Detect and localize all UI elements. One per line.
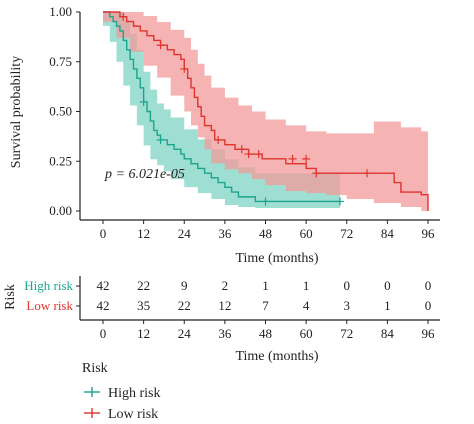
y-tick-label: 1.00 [49,4,72,19]
risk-count: 22 [178,298,191,313]
risk-count: 1 [384,298,391,313]
risk-count: 4 [303,298,310,313]
survival-plot: 0.00 0.25 0.50 0.75 1.00 0 12 24 36 48 60 72 84 96 S… [9,4,440,266]
risk-count: 9 [181,278,188,293]
x-tick-label: 24 [178,226,192,241]
x-tick-label: 36 [218,226,232,241]
censor-mark-low-risk [156,41,165,50]
censor-mark-low-risk [180,64,189,73]
censor-mark-low-risk [244,150,253,159]
risk-count: 35 [137,298,150,313]
censor-mark-high-risk [139,97,148,106]
survival-curve-high-risk [103,11,340,203]
legend-title: Risk [82,361,108,376]
risk-count: 42 [97,278,110,293]
risk-x-tick-label: 24 [178,326,192,341]
risk-count: 0 [344,278,351,293]
risk-table-x-title: Time (months) [235,349,318,364]
risk-x-tick-label: 36 [218,326,232,341]
censor-mark-high-risk [156,135,165,144]
censor-mark-high-risk [335,197,344,206]
risk-count: 2 [222,278,229,293]
x-tick-label: 60 [300,226,313,241]
y-tick-label: 0.25 [49,153,72,168]
x-tick-label: 12 [137,226,150,241]
ci-band-high-risk [103,12,340,209]
legend-label-high: High risk [108,386,161,401]
censor-mark-high-risk [261,197,270,206]
legend: Risk High risk Low risk [82,361,161,422]
censor-marks [119,12,372,206]
x-tick-label: 72 [340,226,353,241]
x-tick-label: 84 [381,226,395,241]
risk-table-rows: High risk 42 22 9 2 1 1 0 0 0 Low risk 42 35 22 12 7 4 3 1… [24,278,431,313]
risk-x-tick-label: 12 [137,326,150,341]
survival-curve-low-risk [103,11,429,211]
risk-count: 0 [425,278,432,293]
y-tick-label: 0.75 [49,54,72,69]
censor-mark-low-risk [237,145,246,154]
p-value-annotation: p = 6.021e-05 [104,167,185,182]
risk-row-label-high: High risk [24,278,73,293]
censor-mark-low-risk [254,150,263,159]
y-axis-ticks: 0.00 0.25 0.50 0.75 1.00 [49,4,80,218]
censor-mark-low-risk [288,154,297,163]
risk-count: 1 [303,278,310,293]
x-tick-label: 96 [422,226,436,241]
x-tick-label: 48 [259,226,272,241]
risk-count: 22 [137,278,150,293]
risk-table: Risk High risk 42 22 9 2 1 1 0 0 0 Low risk 42 35 22 1… [3,276,440,364]
risk-x-tick-label: 60 [300,326,313,341]
risk-x-tick-label: 96 [422,326,436,341]
censor-mark-low-risk [312,169,321,178]
y-axis-title: Survival probability [9,56,24,168]
risk-count: 12 [218,298,231,313]
risk-count: 0 [425,298,432,313]
risk-x-tick-label: 0 [100,326,107,341]
legend-label-low: Low risk [108,407,158,422]
survival-curves [103,11,429,211]
risk-count: 1 [262,278,269,293]
risk-x-tick-label: 84 [381,326,395,341]
censor-mark-low-risk [119,12,128,21]
risk-count: 0 [384,278,391,293]
censor-mark-low-risk [302,154,311,163]
risk-row-label-low: Low risk [26,298,73,313]
risk-count: 7 [262,298,269,313]
y-tick-label: 0.50 [49,104,72,119]
risk-x-tick-label: 48 [259,326,272,341]
risk-table-x-ticks: 0 12 24 36 48 60 72 84 96 [100,320,435,341]
risk-count: 3 [344,298,351,313]
x-tick-label: 0 [100,226,107,241]
risk-count: 42 [97,298,110,313]
y-tick-label: 0.00 [49,203,72,218]
censor-mark-low-risk [363,169,372,178]
legend-items: High risk Low risk [84,386,161,422]
risk-x-tick-label: 72 [340,326,353,341]
x-axis-ticks: 0 12 24 36 48 60 72 84 96 [100,220,435,241]
x-axis-title: Time (months) [235,251,318,266]
censor-mark-low-risk [214,135,223,144]
risk-table-title: Risk [3,284,18,310]
